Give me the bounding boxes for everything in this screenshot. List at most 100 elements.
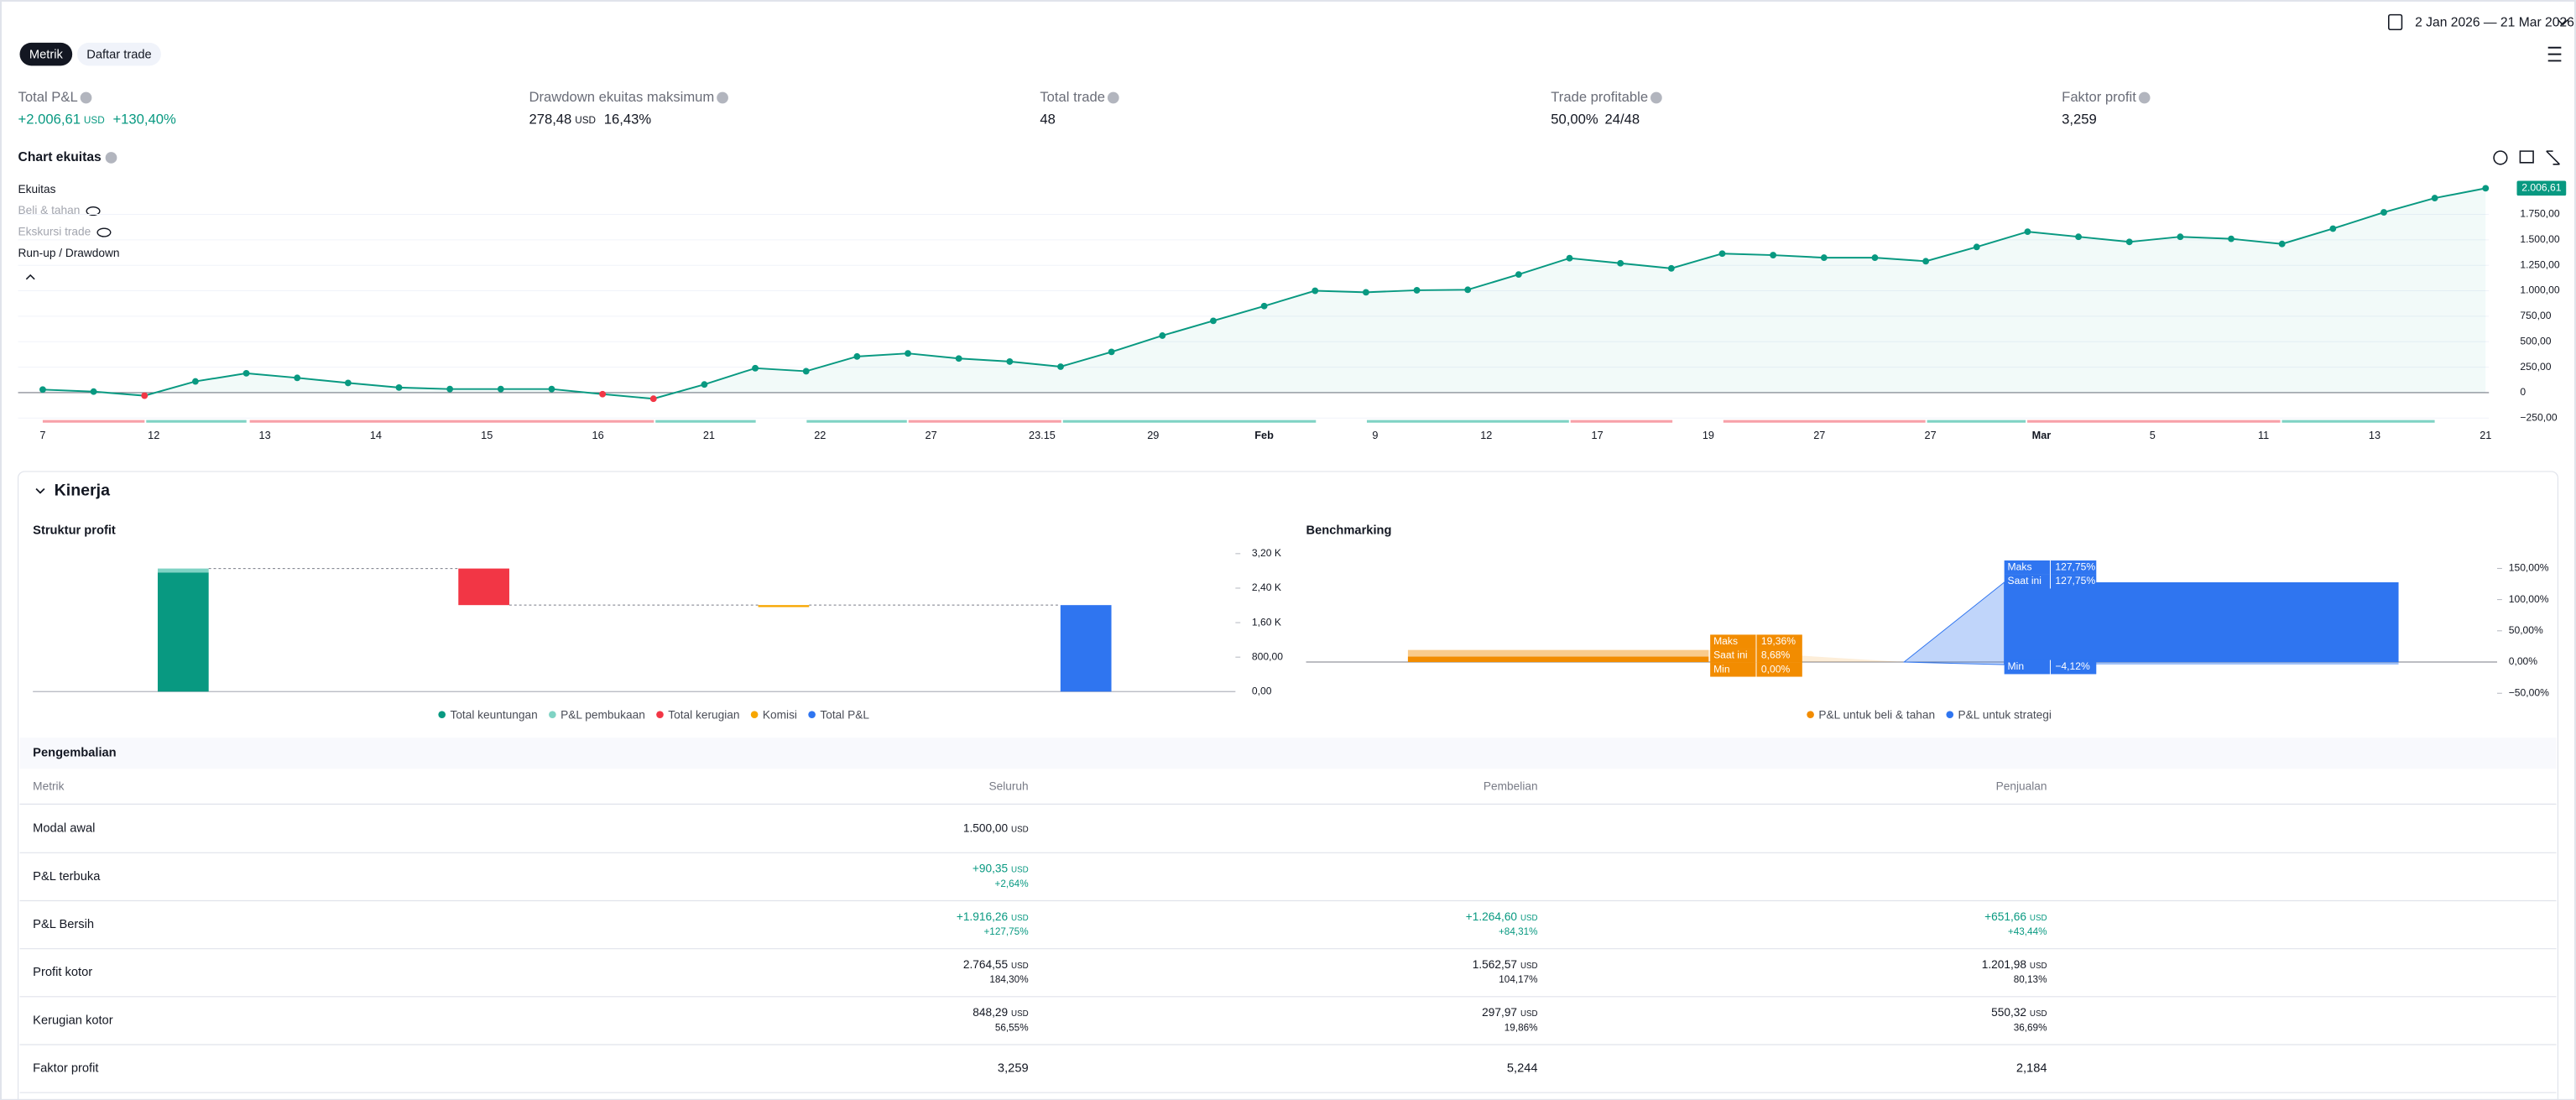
dropdown-icon — [2557, 18, 2568, 26]
equity-point — [1159, 332, 1166, 339]
info-icon — [1107, 91, 1119, 104]
metric-value: 3,259 — [2062, 111, 2097, 127]
x-tick-label: Mar — [2032, 429, 2052, 441]
equity-point — [2125, 238, 2133, 246]
stat-label: Min — [1713, 663, 1730, 675]
metric-value: 50,00% — [1551, 111, 1598, 127]
tab[interactable]: Metrik — [29, 48, 64, 61]
section-chevron[interactable] — [35, 487, 45, 494]
cell-value: 2.764,55 — [963, 958, 1009, 971]
y-tick-label: 50,00% — [2509, 624, 2543, 636]
cell-value: +90,35 — [973, 863, 1009, 875]
equity-point — [2329, 225, 2337, 232]
visibility-icon[interactable] — [96, 227, 112, 237]
equity-point — [497, 385, 504, 393]
stat-value: 8,68% — [1761, 649, 1791, 661]
chart-title: Struktur profit — [33, 524, 116, 537]
equity-point — [701, 381, 708, 388]
x-tick-label: 5 — [2150, 429, 2156, 441]
equity-point — [2482, 185, 2490, 192]
equity-point — [395, 383, 403, 391]
chart-button[interactable] — [2546, 150, 2560, 165]
tab-active[interactable] — [19, 42, 73, 66]
chart-button[interactable] — [2493, 150, 2508, 165]
table-title-band — [19, 738, 2557, 769]
row-label: P&L Bersih — [33, 918, 94, 931]
metric-unit: USD — [84, 115, 105, 126]
equity-point — [2278, 240, 2286, 248]
stat-value: 0,00% — [1761, 663, 1791, 675]
waterfall-bar — [758, 605, 810, 607]
stat-label: Saat ini — [2008, 575, 2042, 586]
cell-value: 297,97 — [1482, 1006, 1517, 1019]
waterfall-bar — [1060, 605, 1112, 692]
table-title: Pengembalian — [33, 747, 117, 760]
cell-unit: USD — [1520, 914, 1538, 923]
cell-unit: USD — [2030, 1009, 2047, 1019]
row-label: Profit kotor — [33, 966, 92, 979]
y-tick-label: 0 — [2520, 386, 2526, 398]
section-title[interactable]: Kinerja — [55, 482, 110, 500]
y-tick-label: 1.500,00 — [2520, 233, 2559, 245]
equity-point — [1363, 289, 1369, 296]
metric-label: Drawdown ekuitas maksimum — [529, 89, 714, 105]
equity-point — [955, 355, 962, 362]
equity-area — [42, 188, 2486, 399]
row-label: Kerugian kotor — [33, 1014, 113, 1027]
equity-point — [2177, 233, 2184, 241]
x-tick-label: 12 — [148, 429, 159, 441]
equity-point — [1006, 357, 1014, 365]
equity-point — [2228, 235, 2234, 242]
cell-value: +651,66 — [1984, 910, 2026, 923]
equity-point — [1566, 254, 1573, 262]
equity-point — [1973, 243, 1980, 251]
last-value-badge — [2516, 180, 2567, 196]
stat-label: Maks — [2008, 561, 2032, 573]
equity-point — [752, 364, 759, 372]
y-tick-label: 100,00% — [2509, 593, 2549, 605]
y-tick-label: 150,00% — [2509, 562, 2549, 574]
column-header: Penjualan — [1996, 779, 2047, 792]
x-tick-label: 22 — [814, 429, 826, 441]
metric-label: Faktor profit — [2062, 89, 2136, 105]
equity-point — [1770, 252, 1777, 258]
equity-point — [446, 385, 454, 393]
legend-item[interactable]: Run-up / Drawdown — [18, 247, 120, 259]
cell-unit: USD — [1011, 962, 1029, 971]
tab[interactable]: Daftar trade — [86, 48, 151, 61]
column-header: Seluruh — [988, 779, 1028, 792]
equity-point — [905, 350, 911, 357]
info-icon — [80, 91, 92, 104]
equity-point — [1515, 271, 1522, 279]
legend-item[interactable]: Ekskursi trade — [18, 226, 91, 238]
x-tick-label: 14 — [370, 429, 382, 441]
cell-percent: +2,64% — [995, 878, 1030, 889]
visibility-icon[interactable] — [86, 206, 101, 216]
date-range[interactable]: 2 Jan 2026 — 21 Mar 2026 — [2415, 16, 2574, 30]
chart-button[interactable] — [2519, 150, 2534, 164]
legend-item: P&L untuk beli & tahan — [1818, 708, 1935, 721]
x-tick-label: 7 — [39, 429, 45, 441]
tab[interactable] — [77, 42, 161, 66]
equity-point — [191, 378, 199, 385]
equity-point — [1667, 264, 1675, 272]
legend-item[interactable]: Ekuitas — [18, 183, 56, 195]
row-label: P&L terbuka — [33, 870, 101, 884]
equity-point — [1311, 287, 1319, 295]
stat-value: 19,36% — [1761, 635, 1796, 647]
waterfall-bar — [157, 572, 209, 692]
metric-unit: USD — [575, 115, 596, 126]
y-tick-label: −250,00 — [2520, 411, 2557, 423]
equity-point — [802, 368, 810, 375]
metric-value: +2.006,61 — [18, 111, 81, 127]
metric-extra: 16,43% — [604, 111, 652, 127]
y-tick-label: 1.250,00 — [2520, 258, 2559, 270]
collapse-icon[interactable] — [25, 274, 35, 280]
x-tick-label: 19 — [1703, 429, 1714, 441]
legend-item[interactable]: Beli & tahan — [18, 204, 81, 216]
legend-swatch — [750, 711, 759, 718]
equity-point — [1464, 286, 1472, 294]
calendar-icon — [2388, 13, 2403, 31]
stat-value: 127,75% — [2055, 561, 2095, 573]
